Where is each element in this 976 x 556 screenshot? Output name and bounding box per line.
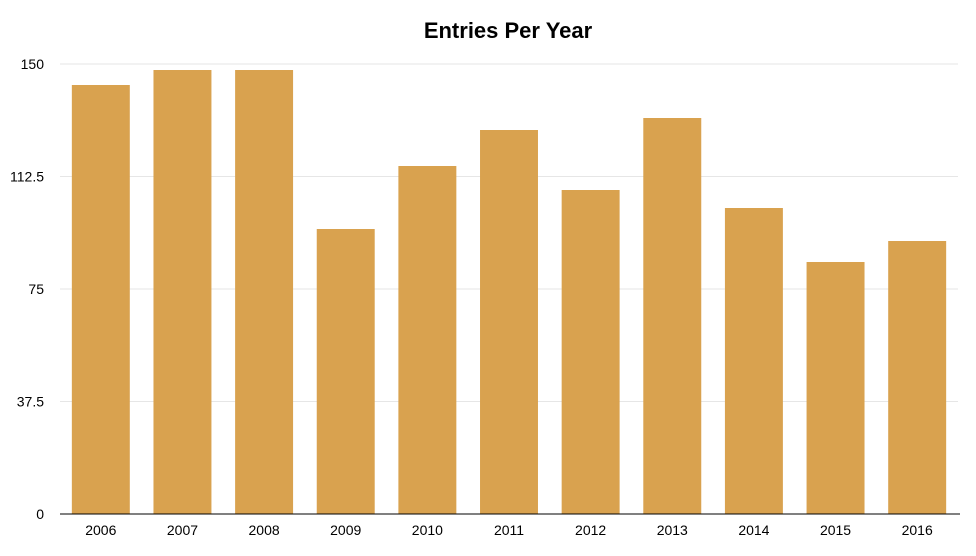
y-tick-label: 75 bbox=[28, 281, 44, 297]
bar-2012 bbox=[561, 190, 620, 514]
bar-2007 bbox=[153, 70, 212, 514]
x-tick-label: 2009 bbox=[330, 522, 361, 538]
x-tick-label: 2016 bbox=[902, 522, 933, 538]
y-tick-label: 0 bbox=[36, 506, 44, 522]
bar-2014 bbox=[724, 208, 783, 514]
bar-2008 bbox=[235, 70, 294, 514]
chart-title: Entries Per Year bbox=[423, 18, 593, 43]
bar-2015 bbox=[806, 262, 865, 514]
x-tick-label: 2014 bbox=[738, 522, 769, 538]
bar-2009 bbox=[316, 229, 375, 514]
bar-2016 bbox=[888, 241, 947, 514]
x-tick-label: 2015 bbox=[820, 522, 851, 538]
y-axis-tick-labels: 0 37.5 75 112.5 150 bbox=[10, 56, 44, 522]
bar-2010 bbox=[398, 166, 457, 514]
x-tick-label: 2007 bbox=[167, 522, 198, 538]
x-tick-label: 2010 bbox=[412, 522, 443, 538]
x-tick-label: 2008 bbox=[249, 522, 280, 538]
bar-2013 bbox=[643, 118, 702, 514]
x-tick-label: 2013 bbox=[657, 522, 688, 538]
x-axis-tick-labels: 2006 2007 2008 2009 2010 2011 2012 2013 2014 2015… bbox=[85, 522, 933, 538]
bar-2011 bbox=[480, 130, 538, 514]
x-tick-label: 2006 bbox=[85, 522, 116, 538]
bars bbox=[71, 70, 947, 514]
x-tick-label: 2011 bbox=[494, 522, 524, 538]
y-tick-label: 112.5 bbox=[10, 169, 44, 185]
x-tick-label: 2012 bbox=[575, 522, 606, 538]
y-tick-label: 150 bbox=[21, 56, 45, 72]
y-tick-label: 37.5 bbox=[17, 394, 44, 410]
bar-2006 bbox=[71, 85, 130, 514]
